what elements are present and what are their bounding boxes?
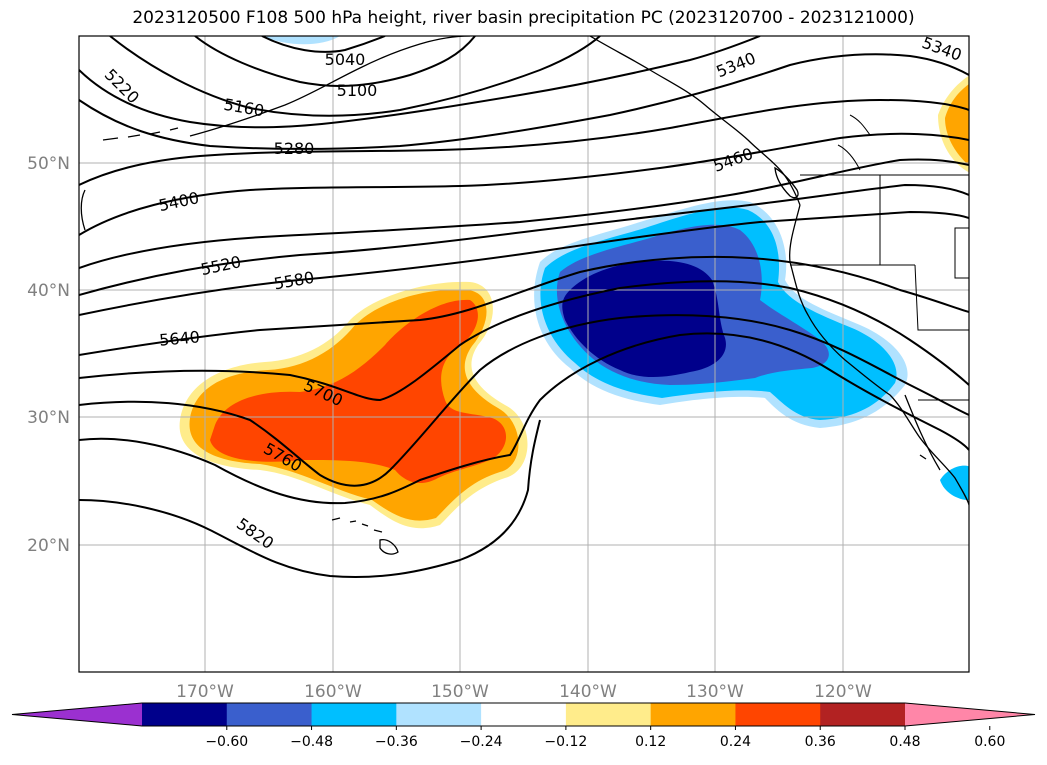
colorbar-bin (396, 703, 482, 726)
colorbar-tick-label: −0.24 (460, 734, 503, 750)
colorbar-tick-label: 0.48 (889, 734, 920, 750)
colorbar-tick-label: 0.12 (635, 734, 666, 750)
colorbar-tick-label: 0.60 (974, 734, 1005, 750)
colorbar-extend-min (12, 703, 142, 726)
colorbar-tick-label: 0.24 (720, 734, 751, 750)
lon-label-140w: 140°W (559, 682, 617, 702)
colorbar-bin (226, 703, 313, 726)
contour-label-5640: 5640 (158, 327, 200, 349)
colorbar-outline (11, 702, 1036, 727)
lon-label-160w: 160°W (304, 682, 362, 702)
lat-label-50n: 50°N (27, 154, 70, 174)
height-contours (79, 36, 969, 579)
lon-label-150w: 150°W (431, 682, 489, 702)
colorbar-bin (820, 703, 906, 726)
contour-label-5280: 5280 (274, 139, 315, 158)
colorbar-tick-label: −0.60 (205, 734, 248, 750)
lat-label-30n: 30°N (27, 408, 70, 428)
colorbar-extend-max (905, 703, 1035, 726)
contour-label-5100: 5100 (337, 81, 378, 100)
colorbar-bin (735, 703, 821, 726)
colorbar-bin (481, 703, 567, 726)
colorbar-bin (565, 703, 652, 726)
colorbar-tick-label: 0.36 (805, 734, 836, 750)
negative-anomaly-patch-north (262, 36, 340, 45)
latitude-labels: 50°N 40°N 30°N 20°N (27, 154, 70, 556)
lon-label-130w: 130°W (686, 682, 744, 702)
map-title: 2023120500 F108 500 hPa height, river ba… (132, 8, 915, 28)
gridlines (79, 36, 969, 672)
lon-label-120w: 120°W (814, 682, 872, 702)
lon-label-170w: 170°W (176, 682, 234, 702)
lat-label-20n: 20°N (27, 536, 70, 556)
contour-label-5040: 5040 (325, 50, 366, 69)
colorbar: −0.60 −0.48 −0.36 −0.24 −0.12 0.12 0.24 0.36 0.4… (11, 702, 1036, 750)
colorbar-bin (311, 703, 397, 726)
colorbar-bin (650, 703, 736, 726)
positive-anomaly-shading (179, 281, 528, 529)
colorbar-bin (142, 703, 228, 726)
plot-border (78, 35, 970, 673)
colorbar-tick-label: −0.12 (544, 734, 587, 750)
lat-label-40n: 40°N (27, 281, 70, 301)
longitude-labels: 170°W 160°W 150°W 140°W 130°W 120°W (176, 682, 872, 702)
colorbar-tick-label: −0.36 (375, 734, 418, 750)
colorbar-tick-label: −0.48 (290, 734, 333, 750)
